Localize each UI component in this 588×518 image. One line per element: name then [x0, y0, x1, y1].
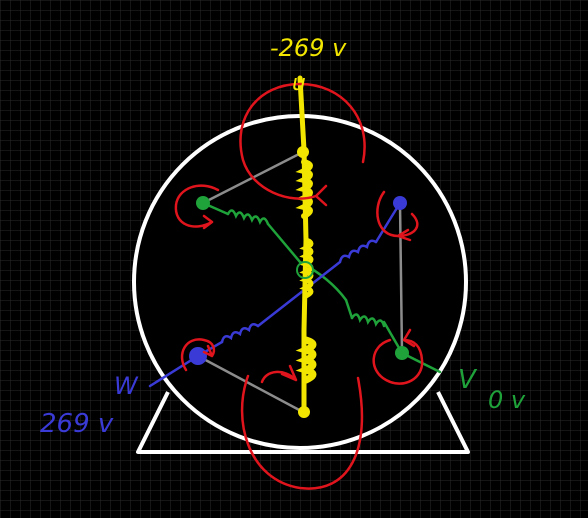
v-phase-label: V: [458, 365, 478, 395]
v-voltage-label: 0 v: [488, 386, 526, 414]
rotor-link-bottom-left: [196, 354, 305, 414]
terminal-dot-icon: [395, 346, 409, 360]
phase-v-center-link: [266, 222, 348, 302]
inductor-coil-icon: [299, 237, 314, 299]
terminal-dot-icon: [393, 196, 407, 210]
rotor-link-right: [398, 201, 404, 355]
curved-arrow-icon: [240, 364, 364, 490]
rotation-annotations: [174, 82, 424, 490]
w-phase-label: W: [114, 372, 139, 400]
terminal-dot-icon: [196, 196, 210, 210]
inductor-coil-icon: [295, 336, 317, 384]
curved-arrow-icon: [376, 190, 419, 242]
phase-u-winding: [295, 75, 317, 415]
phase-w-center-link: [256, 260, 342, 328]
neutral-point: [296, 261, 314, 279]
terminal-dot-icon: [297, 146, 309, 158]
u-voltage-label: -269 v: [270, 34, 347, 62]
curved-arrow-icon: [239, 82, 366, 207]
u-phase-label: u: [292, 71, 306, 96]
inductor-coil-icon: [350, 313, 386, 328]
inductor-coil-icon: [226, 209, 270, 226]
inductor-coil-icon: [338, 239, 378, 264]
inductor-coil-icon: [295, 159, 313, 219]
inductor-coil-icon: [220, 322, 260, 344]
motor-stand: [136, 391, 470, 454]
terminal-dot-icon: [189, 347, 207, 365]
curved-arrow-icon: [174, 184, 220, 230]
motor-housing: [132, 114, 468, 450]
curved-arrow-icon: [180, 338, 216, 372]
phase-w-lead-top: [374, 201, 402, 244]
w-voltage-label: 269 v: [40, 409, 114, 439]
terminal-dot-icon: [298, 406, 310, 418]
curved-arrow-icon: [372, 328, 424, 385]
